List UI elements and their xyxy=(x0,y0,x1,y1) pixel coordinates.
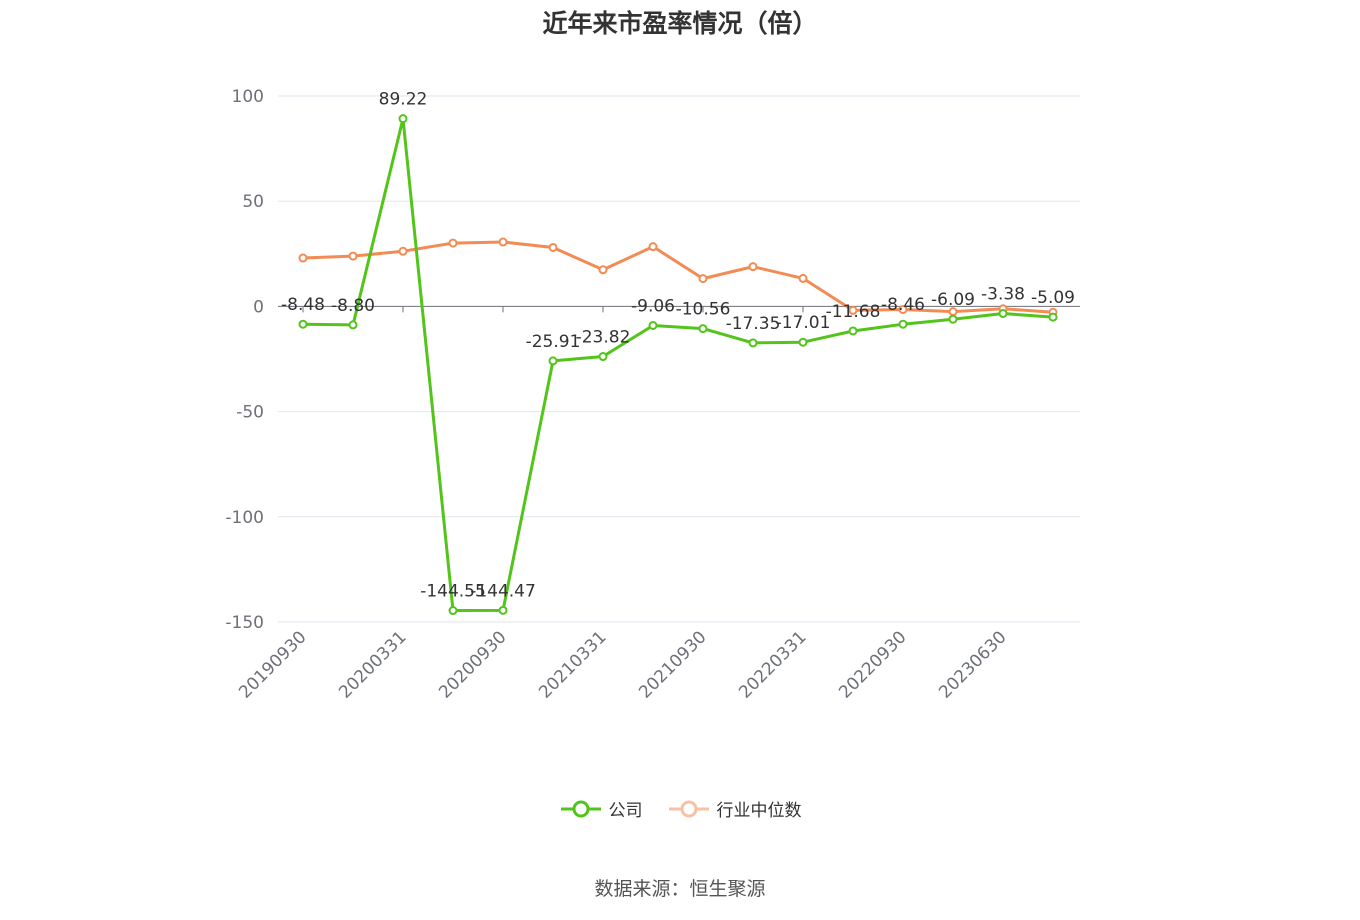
company-point[interactable] xyxy=(448,606,458,616)
x-tick-label: 20220930 xyxy=(835,627,910,702)
legend-industry-marker-icon xyxy=(668,800,709,817)
company-data-label: -144.55 xyxy=(420,582,486,602)
company-point[interactable] xyxy=(898,319,908,329)
company-data-label: -8.80 xyxy=(331,296,375,316)
industry-point[interactable] xyxy=(298,253,308,263)
legend-label-industry: 行业中位数 xyxy=(716,801,802,821)
industry-point[interactable] xyxy=(898,305,908,315)
company-data-label: -17.01 xyxy=(776,313,831,333)
grid-layer xyxy=(278,95,1080,623)
industry-point[interactable] xyxy=(398,246,408,256)
company-point[interactable] xyxy=(1048,312,1058,322)
legend-item-industry[interactable]: 行业中位数 xyxy=(667,796,802,821)
y-tick-label: 100 xyxy=(232,87,264,107)
company-data-label: -6.09 xyxy=(931,290,975,310)
company-data-label: -23.82 xyxy=(576,328,631,348)
company-data-label: -5.09 xyxy=(1031,288,1075,308)
label-layer: -8.48 -8.80 89.22 -144.55-144.47 -25.91-23.8… xyxy=(281,90,1075,602)
industry-point[interactable] xyxy=(498,237,508,247)
company-point[interactable] xyxy=(498,605,508,615)
company-point[interactable] xyxy=(298,319,308,329)
industry-point[interactable] xyxy=(598,265,608,275)
company-data-label: -3.38 xyxy=(981,285,1025,305)
company-data-label: -11.68 xyxy=(826,302,881,322)
y-tick-label: 0 xyxy=(253,297,264,317)
company-line xyxy=(302,117,1054,613)
industry-line xyxy=(302,240,1054,314)
company-point[interactable] xyxy=(698,324,708,334)
company-point[interactable] xyxy=(748,338,758,348)
company-point[interactable] xyxy=(398,114,408,124)
x-tick-label: 20210930 xyxy=(635,627,710,702)
x-tick-label: 20220331 xyxy=(735,627,810,702)
industry-point[interactable] xyxy=(698,274,708,284)
company-point[interactable] xyxy=(948,314,958,324)
company-point[interactable] xyxy=(598,352,608,362)
industry-point[interactable] xyxy=(798,273,808,283)
industry-point[interactable] xyxy=(848,305,858,315)
series-layer xyxy=(298,114,1058,616)
legend-company-marker-icon xyxy=(560,800,601,817)
company-point[interactable] xyxy=(998,309,1008,319)
company-data-label: -8.48 xyxy=(281,295,325,315)
x-tick-label: 20200930 xyxy=(435,627,510,702)
company-point[interactable] xyxy=(348,320,358,330)
y-tick-label: -100 xyxy=(225,508,264,528)
x-tick-label: 20230630 xyxy=(935,627,1010,702)
y-tick-label: -150 xyxy=(225,613,264,633)
chart-title: 近年来市盈率情况（倍） xyxy=(542,9,818,38)
company-data-label: -10.56 xyxy=(676,300,731,320)
x-tick-label: 20190930 xyxy=(235,627,310,702)
company-data-label: -17.35 xyxy=(726,314,781,334)
company-data-label: -9.06 xyxy=(631,296,675,316)
y-tick-label: 50 xyxy=(242,192,264,212)
company-data-label: -8.46 xyxy=(881,295,925,315)
industry-point[interactable] xyxy=(748,262,758,272)
data-source: 数据来源：恒生聚源 xyxy=(594,878,766,900)
legend-item-company[interactable]: 公司 xyxy=(559,796,643,821)
x-tick-label: 20210331 xyxy=(535,627,610,702)
legend-label-company: 公司 xyxy=(608,801,643,821)
company-point[interactable] xyxy=(548,356,558,366)
company-point[interactable] xyxy=(648,320,658,330)
company-point[interactable] xyxy=(798,337,808,347)
industry-point[interactable] xyxy=(348,251,358,261)
company-data-label: 89.22 xyxy=(379,90,428,110)
legend: 公司 行业中位数 xyxy=(0,796,1360,821)
industry-point[interactable] xyxy=(548,242,558,252)
x-tick-label: 20200331 xyxy=(335,627,410,702)
industry-point[interactable] xyxy=(648,242,658,252)
industry-point[interactable] xyxy=(448,238,458,248)
y-tick-label: -50 xyxy=(236,403,264,423)
company-data-label: -25.91 xyxy=(526,332,581,352)
company-data-label: -144.47 xyxy=(470,581,536,601)
company-point[interactable] xyxy=(848,326,858,336)
